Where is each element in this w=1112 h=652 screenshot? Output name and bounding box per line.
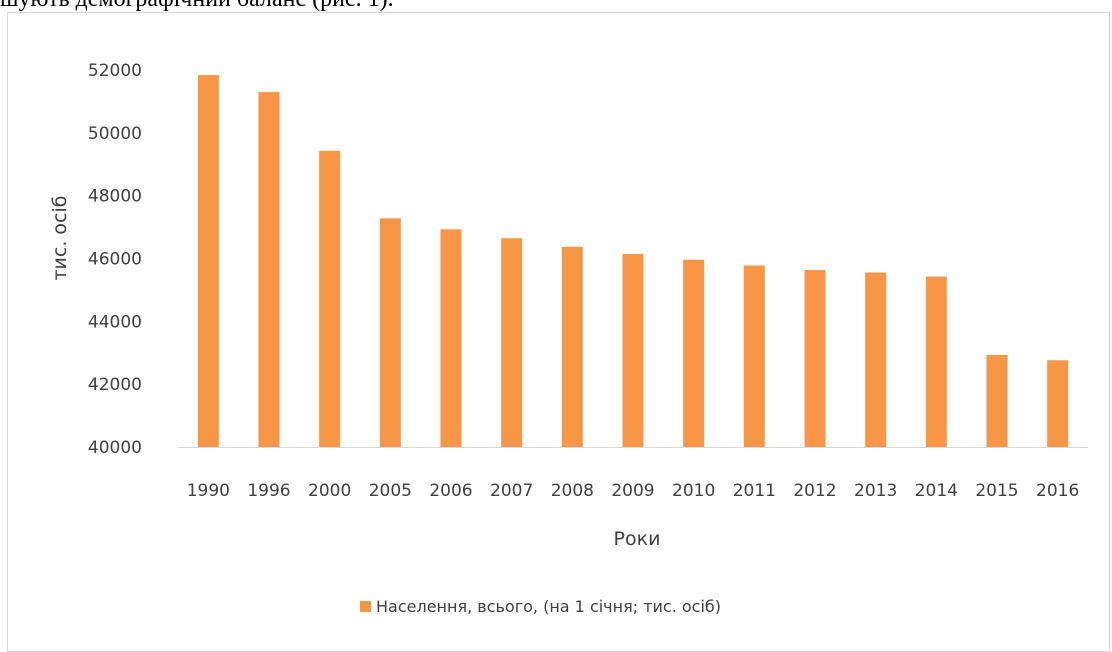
x-tick-label: 2007	[490, 481, 533, 501]
y-tick-label: 48000	[88, 187, 142, 207]
x-axis-ticks: 1990 1996 2000 2005 2006 2007 2008 2009 2010 2011…	[187, 481, 1080, 501]
bar	[804, 270, 826, 447]
document-text-line: шують демографічний баланс (рис. 1).	[0, 0, 394, 13]
y-tick-label: 52000	[88, 61, 142, 81]
legend-swatch	[360, 601, 371, 612]
bar	[501, 238, 523, 447]
x-tick-label: 2006	[429, 481, 472, 501]
bar	[683, 259, 705, 447]
bar	[622, 253, 644, 447]
x-tick-label: 2008	[551, 481, 594, 501]
bar	[865, 272, 887, 447]
x-tick-label: 2000	[308, 481, 351, 501]
bar	[379, 218, 401, 447]
x-tick-label: 2013	[854, 481, 897, 501]
x-tick-label: 2010	[672, 481, 715, 501]
bars	[197, 75, 1069, 448]
legend-label: Населення, всього, (на 1 січня; тис. осі…	[376, 597, 721, 616]
x-axis-title: Роки	[614, 528, 661, 550]
bar	[743, 265, 765, 447]
y-tick-label: 50000	[88, 124, 142, 144]
y-tick-label: 42000	[88, 375, 142, 395]
legend: Населення, всього, (на 1 січня; тис. осі…	[360, 597, 721, 616]
x-tick-label: 2012	[793, 481, 836, 501]
x-tick-label: 1996	[247, 481, 290, 501]
bar	[319, 150, 341, 447]
x-tick-label: 2014	[915, 481, 958, 501]
y-tick-label: 44000	[88, 312, 142, 332]
y-tick-label: 40000	[88, 438, 142, 458]
bar	[258, 92, 280, 448]
y-tick-label: 46000	[88, 250, 142, 270]
y-axis-ticks: 40000 42000 44000 46000 48000 50000 52000	[88, 61, 142, 458]
bar	[197, 75, 219, 447]
bar	[1047, 360, 1069, 447]
x-tick-label: 2011	[733, 481, 776, 501]
y-axis-title: тис. осіб	[49, 195, 71, 280]
bar	[986, 354, 1008, 447]
x-tick-label: 1990	[187, 481, 230, 501]
x-tick-label: 2009	[611, 481, 654, 501]
x-tick-label: 2016	[1036, 481, 1079, 501]
x-tick-label: 2005	[369, 481, 412, 501]
bar	[440, 229, 462, 447]
bar	[561, 246, 583, 447]
bar	[925, 276, 947, 447]
x-tick-label: 2015	[975, 481, 1018, 501]
